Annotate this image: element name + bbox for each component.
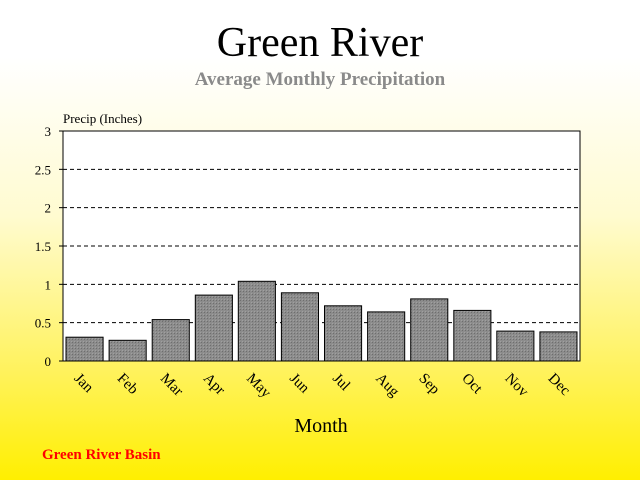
- bar-jan: [65, 336, 104, 362]
- x-tick-label: Oct: [458, 371, 485, 398]
- bar-dec: [539, 331, 578, 362]
- y-ticks: 0 0.5 1 1.5 2 2.5 3: [35, 124, 63, 369]
- basin-label: Green River Basin: [42, 447, 161, 463]
- x-tick-label: Aug: [372, 371, 402, 401]
- x-tick-label: Jul: [329, 371, 353, 395]
- bar-may: [237, 280, 276, 362]
- bar-feb: [108, 339, 147, 362]
- x-tick-label: May: [243, 371, 274, 402]
- y-tick-label: 1: [45, 277, 52, 292]
- y-tick-label: 0.5: [35, 316, 51, 331]
- bar-nov: [496, 330, 535, 362]
- x-ticks: Jan Feb Mar Apr May Jun Jul Aug Sep Oct Nov Dec: [71, 371, 574, 402]
- x-tick-label: Dec: [545, 371, 574, 400]
- x-tick-label: Jun: [286, 371, 312, 397]
- bar-jul: [324, 305, 363, 362]
- bar-apr: [194, 294, 233, 362]
- x-tick-label: Feb: [114, 371, 141, 398]
- y-tick-label: 0: [45, 354, 52, 369]
- x-tick-label: Jan: [71, 371, 97, 397]
- y-axis-title: Precip (Inches): [63, 111, 142, 126]
- bar-oct: [453, 309, 492, 362]
- x-tick-label: Nov: [502, 371, 532, 401]
- bar-sep: [410, 298, 449, 362]
- x-axis-title: Month: [294, 415, 347, 437]
- x-tick-label: Apr: [200, 371, 228, 399]
- bar-aug: [367, 311, 406, 362]
- x-tick-label: Mar: [157, 371, 186, 400]
- y-tick-label: 1.5: [35, 239, 51, 254]
- bar-mar: [151, 319, 190, 362]
- bars: [65, 280, 578, 362]
- y-tick-label: 3: [45, 124, 52, 139]
- bar-jun: [280, 292, 319, 362]
- y-tick-label: 2.5: [35, 162, 51, 177]
- x-tick-label: Sep: [415, 371, 442, 398]
- y-tick-label: 2: [45, 201, 52, 216]
- chart-subtitle: Average Monthly Precipitation: [195, 69, 446, 90]
- gridlines: [63, 168, 580, 324]
- chart-title: Green River: [217, 20, 423, 66]
